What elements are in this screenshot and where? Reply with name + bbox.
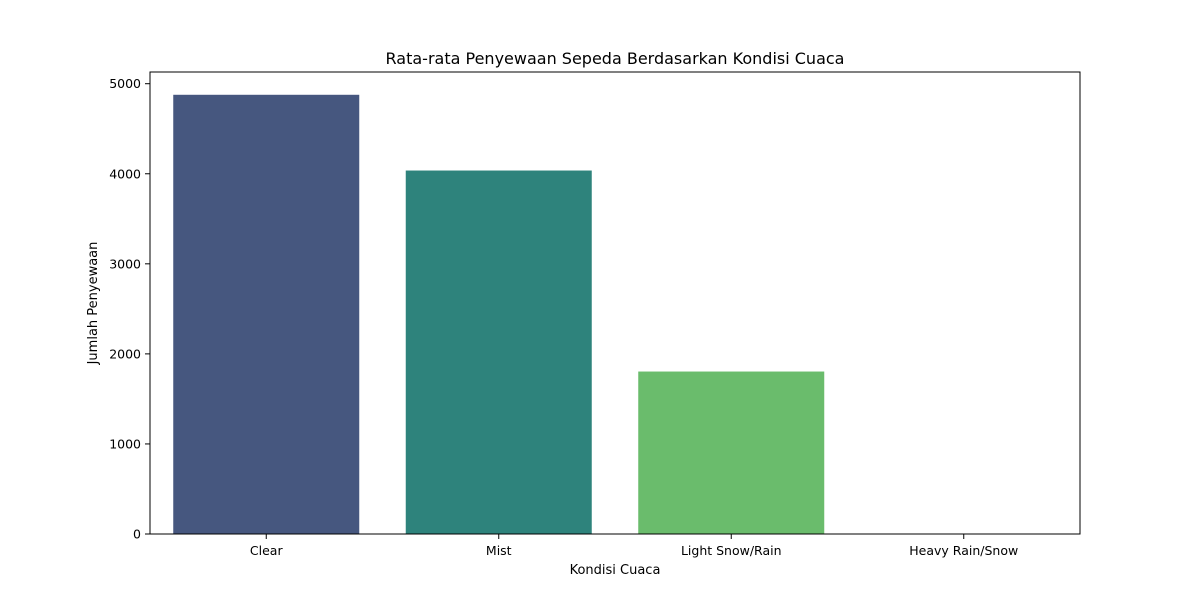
- plot-area-frame: [149, 71, 1081, 535]
- x-tick-label: Mist: [486, 543, 512, 558]
- x-axis-label: Kondisi Cuaca: [570, 563, 661, 578]
- y-tick-label: 5000: [109, 76, 141, 91]
- bar-mist: [405, 170, 592, 534]
- bar-light-snow-rain: [638, 371, 825, 534]
- x-tick-label: Light Snow/Rain: [681, 543, 782, 558]
- y-tick-label: 1000: [109, 436, 141, 451]
- x-axis: Clear Mist Light Snow/Rain Heavy Rain/Snow: [250, 534, 1018, 558]
- y-tick-label: 3000: [109, 256, 141, 271]
- y-tick-label: 2000: [109, 346, 141, 361]
- x-tick-label: Clear: [250, 543, 284, 558]
- bar-clear: [173, 94, 360, 535]
- y-tick-label: 4000: [109, 166, 141, 181]
- y-tick-label: 0: [133, 527, 141, 542]
- bars-group: [173, 94, 825, 535]
- y-axis-label: Jumlah Penyewaan: [86, 242, 101, 366]
- x-tick-label: Heavy Rain/Snow: [909, 543, 1018, 558]
- y-axis: 0 1000 2000 3000 4000 5000: [109, 76, 150, 542]
- chart-title: Rata-rata Penyewaan Sepeda Berdasarkan K…: [386, 49, 845, 68]
